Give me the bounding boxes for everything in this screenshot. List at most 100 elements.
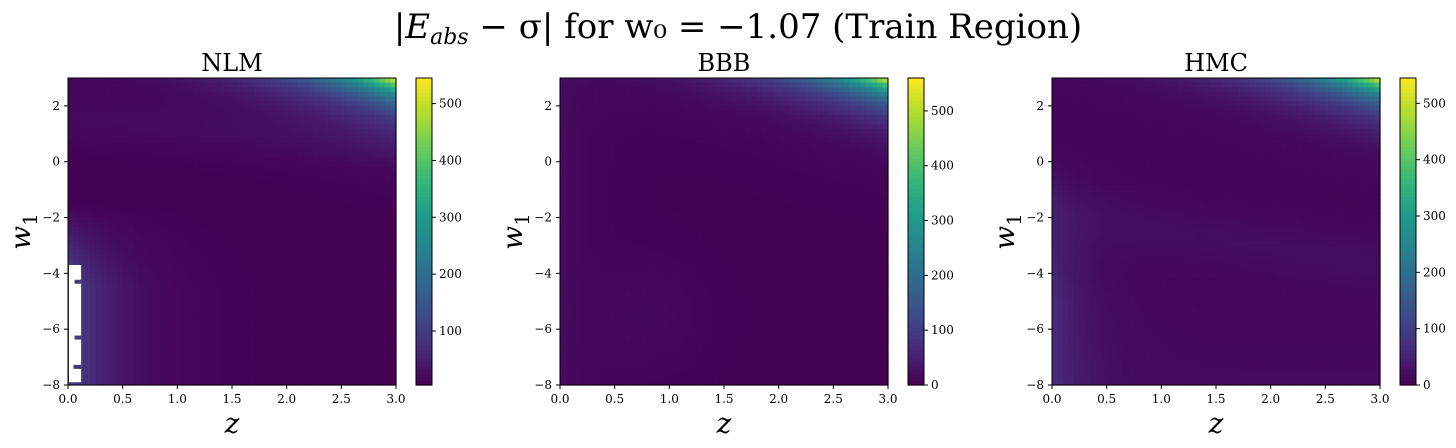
heatmap-cell <box>702 96 709 102</box>
heatmap-cell <box>193 287 200 293</box>
heatmap-cell <box>95 152 102 158</box>
heatmap-cell <box>232 305 239 312</box>
heatmap-cell <box>166 189 173 195</box>
heatmap-cell <box>100 129 107 135</box>
heatmap-cell <box>319 82 326 88</box>
heatmap-cell <box>210 343 217 349</box>
heatmap-cell <box>199 212 206 219</box>
heatmap-cell <box>193 212 200 219</box>
heatmap-cell <box>253 301 260 307</box>
heatmap-cell <box>811 110 818 116</box>
heatmap-cell <box>177 278 184 284</box>
heatmap-cell <box>275 194 282 200</box>
heatmap-cell <box>188 189 195 195</box>
heatmap-cell <box>242 254 249 261</box>
heatmap-cell <box>335 333 342 340</box>
heatmap-cell <box>696 110 703 116</box>
heatmap-cell <box>155 352 162 358</box>
heatmap-cell <box>259 161 266 167</box>
heatmap-cell <box>734 138 741 144</box>
heatmap-cell <box>177 287 184 293</box>
heatmap-cell <box>767 101 774 107</box>
heatmap-cell <box>609 129 616 135</box>
heatmap-cell <box>346 231 353 237</box>
heatmap-cell <box>860 91 867 98</box>
heatmap-cell <box>352 212 359 219</box>
heatmap-cell <box>95 338 102 344</box>
heatmap-cell <box>166 371 173 377</box>
heatmap-cell <box>346 101 353 107</box>
heatmap-cell <box>696 87 703 93</box>
heatmap-cell <box>253 189 260 195</box>
heatmap-cell <box>89 264 96 270</box>
heatmap-cell <box>625 101 632 107</box>
colorbar-segment <box>416 262 432 267</box>
heatmap-cell <box>264 366 271 372</box>
heatmap-cell <box>237 278 244 284</box>
heatmap-cell <box>259 184 266 191</box>
heatmap-cell <box>253 236 260 242</box>
heatmap-cell <box>368 222 375 228</box>
heatmap-cell <box>800 110 807 116</box>
heatmap-cell <box>122 166 129 172</box>
heatmap-cell <box>390 119 397 126</box>
heatmap-cell <box>319 268 326 274</box>
heatmap-cell <box>281 366 288 372</box>
heatmap-cell <box>346 91 353 98</box>
heatmap-cell <box>100 310 107 316</box>
heatmap-cell <box>680 101 687 107</box>
heatmap-cell <box>275 208 282 214</box>
heatmap-cell <box>702 143 709 149</box>
heatmap-cell <box>139 338 146 344</box>
heatmap-cell <box>95 105 102 112</box>
heatmap-cell <box>379 352 386 358</box>
heatmap-cell <box>631 124 638 130</box>
heatmap-cell <box>106 105 113 112</box>
heatmap-cell <box>171 115 178 121</box>
heatmap-cell <box>352 361 359 367</box>
heatmap-cell <box>341 338 348 344</box>
heatmap-cell <box>609 91 616 98</box>
heatmap-cell <box>587 119 594 126</box>
heatmap-cell <box>193 250 200 256</box>
heatmap-cell <box>122 143 129 149</box>
heatmap-cell <box>286 273 293 279</box>
heatmap-cell <box>281 110 288 116</box>
heatmap-cell <box>374 119 381 126</box>
heatmap-cell <box>160 147 167 154</box>
heatmap-cell <box>100 208 107 214</box>
heatmap-cell <box>368 273 375 279</box>
heatmap-cell <box>308 301 315 307</box>
heatmap-cell <box>286 236 293 242</box>
heatmap-cell <box>330 161 337 167</box>
heatmap-cell <box>314 212 321 219</box>
heatmap-cell <box>237 352 244 358</box>
heatmap-cell <box>390 240 397 247</box>
heatmap-cell <box>379 319 386 326</box>
heatmap-cell <box>95 296 102 302</box>
heatmap-cell <box>264 208 271 214</box>
heatmap-cell <box>767 110 774 116</box>
heatmap-cell <box>242 91 249 98</box>
heatmap-cell <box>751 129 758 135</box>
heatmap-cell <box>139 198 146 205</box>
heatmap-cell <box>270 152 277 158</box>
heatmap-cell <box>379 291 386 298</box>
heatmap-cell <box>188 366 195 372</box>
heatmap-cell <box>576 124 583 130</box>
heatmap-cell <box>78 259 85 265</box>
heatmap-cell <box>144 329 151 335</box>
heatmap-cell <box>849 82 856 88</box>
heatmap-cell <box>330 361 337 367</box>
heatmap-cell <box>259 157 266 163</box>
heatmap-cell <box>680 82 687 88</box>
heatmap-cell <box>221 380 228 386</box>
heatmap-cell <box>133 357 140 363</box>
heatmap-cell <box>816 143 823 149</box>
heatmap-cell <box>210 240 217 247</box>
heatmap-cell <box>379 82 386 88</box>
heatmap-cell <box>177 375 184 381</box>
heatmap-cell <box>133 371 140 377</box>
heatmap-cell <box>297 352 304 358</box>
heatmap-cell <box>855 96 862 102</box>
